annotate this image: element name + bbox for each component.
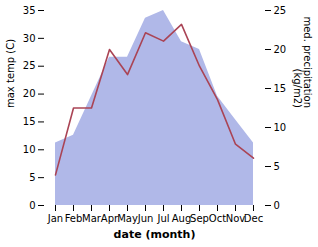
svg-text:35: 35 (23, 5, 36, 16)
svg-text:Jun: Jun (137, 213, 154, 224)
svg-text:Jan: Jan (47, 213, 63, 224)
svg-text:Mar: Mar (82, 213, 102, 224)
svg-text:Oct: Oct (209, 213, 226, 224)
svg-text:5: 5 (29, 172, 35, 183)
svg-text:date (month): date (month) (114, 228, 196, 241)
svg-text:Aug: Aug (172, 213, 192, 224)
svg-text:May: May (117, 213, 138, 224)
svg-text:10: 10 (23, 144, 36, 155)
svg-text:0: 0 (274, 200, 280, 211)
svg-text:max temp (C): max temp (C) (5, 39, 16, 108)
svg-text:20: 20 (23, 88, 36, 99)
svg-text:Nov: Nov (226, 213, 246, 224)
svg-text:20: 20 (274, 44, 287, 55)
svg-text:Apr: Apr (100, 212, 119, 224)
svg-text:med. precipitation(kg/m2): med. precipitation(kg/m2) (292, 16, 313, 108)
svg-text:Feb: Feb (65, 213, 83, 224)
svg-text:0: 0 (29, 200, 35, 211)
svg-text:Dec: Dec (244, 213, 263, 224)
svg-text:30: 30 (23, 33, 36, 44)
svg-text:Sep: Sep (190, 213, 209, 224)
svg-text:5: 5 (274, 161, 280, 172)
svg-text:15: 15 (23, 116, 36, 127)
svg-text:15: 15 (274, 83, 287, 94)
svg-text:Jul: Jul (156, 213, 169, 224)
svg-text:10: 10 (274, 122, 287, 133)
svg-text:25: 25 (274, 5, 287, 16)
svg-text:25: 25 (23, 60, 36, 71)
